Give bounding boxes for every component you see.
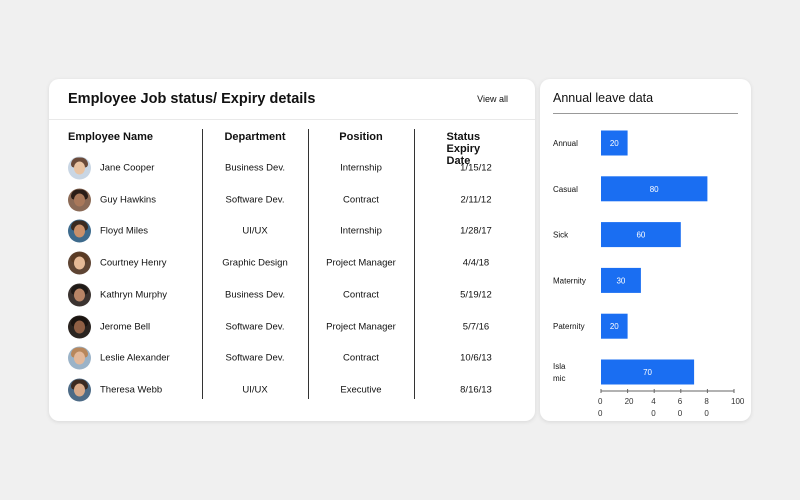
category-label: Isla: [553, 362, 566, 371]
department-cell: UI/UX: [242, 225, 268, 237]
column-header-status-expiry-date[interactable]: Status Expiry Date: [446, 131, 481, 167]
department-cell: Graphic Design: [222, 257, 288, 269]
employee-name: Floyd Miles: [100, 225, 149, 237]
employee-name: Jerome Bell: [100, 321, 151, 332]
x-tick-label: 8: [704, 397, 709, 406]
x-tick-label: 0: [651, 409, 656, 418]
expiry-date-cell: 1/15/12: [460, 162, 492, 174]
leave-card-title: Annual leave data: [553, 91, 654, 105]
expiry-date-cell: 10/6/13: [460, 352, 492, 364]
expiry-date-cell: 5/19/12: [460, 289, 492, 301]
x-tick-label: 100: [731, 397, 745, 406]
x-tick-label: 0: [678, 409, 683, 418]
bar-value-label: 70: [643, 368, 652, 377]
bar-value-label: 80: [650, 185, 659, 194]
column-header-department[interactable]: Department: [224, 131, 286, 143]
column-header-position[interactable]: Position: [339, 131, 383, 143]
x-tick-label: 20: [625, 397, 634, 406]
expiry-date-cell: 1/28/17: [460, 225, 492, 237]
employee-name: Theresa Webb: [100, 384, 163, 396]
column-divider: [202, 129, 203, 399]
bar-annual: [601, 130, 628, 156]
title-divider: [49, 119, 535, 120]
position-cell: Contract: [343, 194, 379, 206]
employee-table-card: Employee Job status/ Expiry details View…: [49, 79, 535, 421]
annual-leave-card: Annual leave data 20 Annual 80 Casual 60 Sick…: [540, 79, 751, 421]
employee-name: Courtney Henry: [100, 257, 167, 269]
column-divider: [308, 129, 309, 399]
expiry-date-cell: 8/16/13: [460, 384, 492, 396]
view-all-link[interactable]: View all: [477, 94, 508, 104]
category-label: mic: [553, 374, 565, 383]
category-label: Sick: [553, 231, 569, 240]
expiry-date-cell: 2/11/12: [460, 194, 492, 206]
x-tick-label: 4: [651, 397, 656, 406]
category-label: Maternity: [553, 276, 586, 285]
x-tick-label: 6: [678, 397, 683, 406]
bar-sick: [601, 222, 681, 248]
avatar: [68, 378, 91, 402]
avatar: [68, 346, 91, 370]
position-cell: Project Manager: [326, 257, 396, 269]
column-header-employee-name[interactable]: Employee Name: [68, 131, 153, 143]
employee-name: Guy Hawkins: [100, 194, 156, 206]
bar-value-label: 60: [636, 231, 645, 240]
avatar: [68, 251, 91, 275]
avatar: [68, 315, 91, 338]
position-cell: Project Manager: [326, 321, 396, 332]
employee-name: Kathryn Murphy: [100, 289, 168, 301]
bar-value-label: 20: [610, 139, 619, 148]
annual-leave-bar-chart: 20Annual80Casual60Sick30Maternity20Pater…: [553, 130, 745, 418]
category-label: Paternity: [553, 322, 585, 331]
x-tick-label: 0: [598, 409, 603, 418]
position-cell: Contract: [343, 289, 379, 301]
avatar: [68, 156, 91, 180]
employee-name: Leslie Alexander: [100, 352, 170, 364]
position-cell: Internship: [340, 225, 382, 237]
department-cell: Software Dev.: [225, 194, 285, 206]
department-cell: UI/UX: [242, 384, 268, 396]
position-cell: Executive: [340, 384, 382, 396]
bar-islamic: [601, 359, 695, 385]
bar-paternity: [601, 313, 628, 339]
leave-title-divider: [553, 113, 738, 114]
x-tick-label: 0: [704, 409, 709, 418]
x-tick-label: 0: [598, 397, 603, 406]
avatar: [68, 219, 91, 243]
position-cell: Contract: [343, 352, 379, 364]
avatar: [68, 283, 91, 307]
column-divider: [414, 129, 415, 399]
table-card-title: Employee Job status/ Expiry details: [68, 91, 316, 107]
department-cell: Software Dev.: [225, 352, 285, 364]
bar-casual: [601, 176, 708, 202]
expiry-date-cell: 5/7/16: [462, 321, 490, 332]
avatar: [68, 188, 91, 212]
category-label: Casual: [553, 185, 578, 194]
department-cell: Business Dev.: [224, 289, 286, 301]
bar-value-label: 20: [610, 322, 619, 331]
employee-name: Jane Cooper: [100, 162, 155, 174]
expiry-date-cell: 4/4/18: [462, 257, 490, 269]
position-cell: Internship: [340, 162, 382, 174]
department-cell: Software Dev.: [225, 321, 285, 332]
bar-maternity: [601, 267, 641, 293]
bar-value-label: 30: [616, 276, 625, 285]
department-cell: Business Dev.: [224, 162, 286, 174]
category-label: Annual: [553, 139, 578, 148]
